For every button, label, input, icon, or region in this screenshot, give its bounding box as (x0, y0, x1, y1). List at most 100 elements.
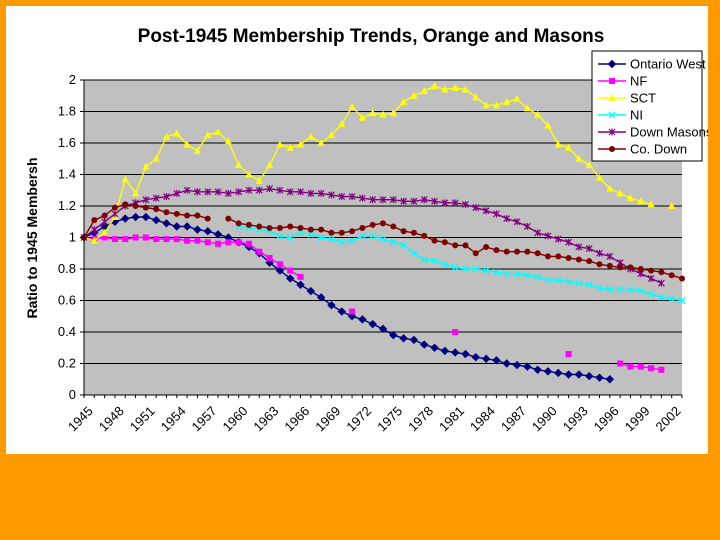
data-point (462, 200, 469, 208)
data-point (266, 254, 273, 261)
data-point (318, 226, 325, 233)
data-point (101, 218, 109, 226)
data-point (91, 217, 98, 224)
data-point (265, 161, 274, 169)
data-point (317, 234, 325, 241)
legend-label: NF (630, 74, 647, 89)
data-point (575, 154, 583, 162)
data-point (204, 188, 212, 196)
data-point (132, 203, 139, 209)
data-point (348, 193, 356, 201)
data-point (482, 267, 490, 275)
data-point (410, 197, 418, 205)
data-point (173, 236, 180, 243)
data-point (122, 201, 129, 208)
data-point (608, 111, 616, 119)
data-point (348, 237, 356, 245)
data-point (235, 161, 243, 169)
data-point (503, 215, 511, 223)
data-point (512, 360, 522, 370)
data-point (358, 194, 366, 202)
data-point (409, 335, 419, 345)
data-point (452, 329, 459, 335)
data-point (349, 308, 356, 315)
data-point (451, 263, 459, 271)
data-point (657, 279, 665, 287)
data-point (193, 225, 202, 234)
data-point (451, 83, 459, 91)
data-point (678, 297, 686, 304)
data-point (462, 242, 469, 249)
series-line (238, 225, 683, 302)
data-point (297, 225, 304, 232)
data-point (369, 232, 377, 240)
data-point (359, 225, 366, 232)
data-point (657, 293, 665, 301)
data-point (337, 307, 346, 316)
data-point (225, 215, 232, 222)
x-tick-label: 1963 (250, 403, 281, 434)
data-point (400, 98, 408, 106)
y-tick-label: 0 (69, 387, 76, 402)
data-point (564, 370, 573, 379)
data-point (184, 212, 191, 219)
data-point (368, 319, 377, 329)
data-point (430, 82, 439, 90)
data-point (523, 271, 531, 279)
series-sct (80, 82, 676, 244)
data-point (141, 212, 151, 222)
x-tick-label: 1957 (189, 403, 220, 434)
data-point (131, 212, 140, 222)
data-point (101, 212, 108, 219)
data-point (472, 250, 479, 257)
data-point (544, 253, 551, 260)
data-point (608, 94, 616, 101)
data-point (606, 184, 614, 192)
data-point (544, 121, 552, 129)
data-point (142, 234, 149, 241)
y-tick-label: 0.6 (58, 293, 76, 308)
data-point (585, 281, 593, 289)
x-tick-label: 1996 (591, 403, 622, 434)
data-point (224, 137, 232, 145)
data-point (502, 359, 511, 368)
data-point (235, 220, 242, 227)
data-point (255, 176, 263, 184)
data-point (379, 235, 387, 243)
series-ni (235, 223, 686, 304)
data-point (596, 284, 603, 292)
legend-label: Co. Down (630, 142, 687, 157)
data-point (410, 91, 418, 99)
data-point (245, 170, 253, 178)
data-point (472, 204, 480, 212)
data-point (182, 222, 192, 231)
x-tick-label: 1984 (467, 403, 498, 434)
data-point (564, 143, 573, 151)
data-point (142, 162, 150, 170)
data-point (399, 334, 408, 343)
data-point (420, 340, 429, 349)
data-point (172, 222, 182, 231)
data-point (430, 343, 439, 352)
x-tick-label: 1954 (158, 403, 189, 434)
y-tick-label: 2 (69, 72, 76, 87)
data-point (142, 196, 150, 204)
data-point (379, 196, 387, 204)
data-point (544, 276, 552, 284)
data-point (471, 352, 481, 362)
data-point (193, 146, 202, 154)
data-point (90, 236, 98, 244)
data-point (441, 260, 449, 268)
data-point (554, 368, 563, 378)
data-point (297, 229, 304, 237)
data-point (472, 93, 480, 101)
legend-label: SCT (630, 91, 656, 106)
x-tick-label: 1978 (405, 403, 436, 434)
data-point (627, 264, 634, 271)
data-point (214, 127, 222, 135)
data-point (647, 274, 655, 282)
data-point (378, 324, 388, 334)
data-point (101, 234, 108, 241)
data-point (235, 239, 242, 246)
data-point (307, 132, 315, 140)
